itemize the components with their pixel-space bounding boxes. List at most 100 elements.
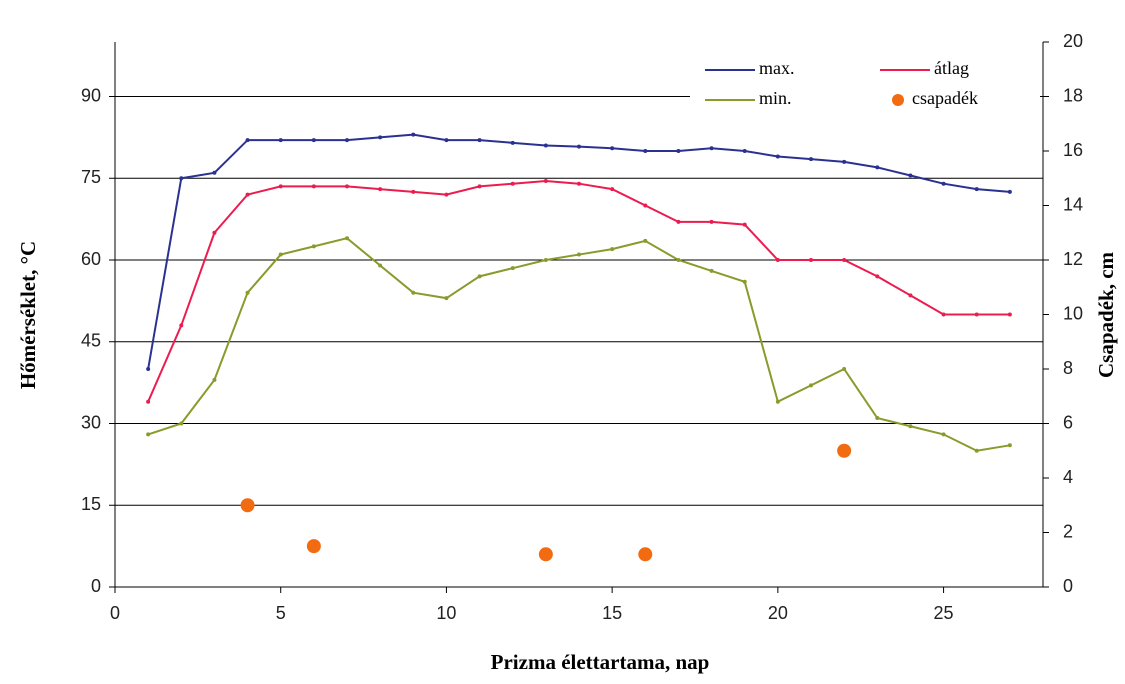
legend-label: csapadék bbox=[912, 88, 978, 108]
point bbox=[842, 258, 847, 262]
point bbox=[643, 238, 648, 243]
point bbox=[212, 230, 217, 235]
point bbox=[146, 432, 151, 437]
point bbox=[941, 432, 946, 437]
point bbox=[245, 192, 250, 197]
point bbox=[345, 138, 349, 143]
y2-tick-label: 6 bbox=[1063, 412, 1073, 432]
point bbox=[543, 143, 548, 148]
point bbox=[709, 146, 714, 151]
point bbox=[643, 149, 648, 153]
x-tick-label: 15 bbox=[602, 603, 622, 623]
point bbox=[809, 157, 813, 162]
point bbox=[742, 222, 747, 227]
point bbox=[610, 247, 615, 252]
y2-tick-label: 14 bbox=[1063, 194, 1083, 214]
point bbox=[444, 192, 449, 197]
point bbox=[676, 149, 681, 153]
y2-axis-label: Csapadék, cm bbox=[1094, 251, 1118, 378]
point bbox=[577, 252, 581, 257]
y-tick-label: 75 bbox=[81, 167, 101, 187]
point bbox=[974, 448, 979, 453]
point bbox=[510, 266, 515, 271]
point bbox=[411, 189, 416, 194]
point bbox=[577, 144, 581, 149]
point bbox=[444, 138, 449, 143]
point bbox=[543, 178, 548, 183]
y-axis-label: Hőmérséklet, °C bbox=[16, 241, 40, 389]
y-tick-label: 30 bbox=[81, 412, 101, 432]
y2-tick-label: 2 bbox=[1063, 521, 1073, 541]
point bbox=[345, 236, 349, 241]
y-tick-label: 60 bbox=[81, 249, 101, 269]
point bbox=[775, 154, 780, 159]
point bbox=[378, 263, 383, 268]
point bbox=[311, 138, 316, 143]
point bbox=[179, 176, 184, 181]
point bbox=[538, 547, 553, 562]
point bbox=[610, 146, 615, 151]
point bbox=[809, 383, 813, 388]
y-tick-label: 45 bbox=[81, 331, 101, 351]
point bbox=[1007, 443, 1012, 448]
point bbox=[842, 367, 847, 371]
point bbox=[477, 184, 482, 189]
point bbox=[676, 219, 681, 224]
y2-tick-label: 10 bbox=[1063, 303, 1083, 323]
point bbox=[908, 424, 913, 429]
point bbox=[278, 252, 283, 257]
point bbox=[875, 416, 880, 421]
y2-tick-label: 12 bbox=[1063, 249, 1083, 269]
point bbox=[974, 312, 979, 317]
point bbox=[543, 258, 548, 262]
x-axis-label: Prizma élettartama, nap bbox=[491, 650, 710, 674]
point bbox=[278, 184, 283, 189]
point bbox=[676, 258, 681, 262]
point bbox=[245, 290, 250, 295]
point bbox=[510, 181, 515, 186]
point bbox=[742, 279, 747, 284]
point bbox=[146, 367, 151, 371]
legend-label: min. bbox=[759, 88, 792, 108]
y2-tick-label: 18 bbox=[1063, 85, 1083, 105]
point bbox=[477, 274, 482, 279]
series-line bbox=[147, 133, 1010, 370]
point bbox=[240, 498, 255, 513]
series-line bbox=[147, 237, 1011, 452]
point bbox=[245, 138, 250, 143]
x-tick-label: 5 bbox=[276, 603, 286, 623]
y2-tick-label: 16 bbox=[1063, 140, 1083, 160]
point bbox=[742, 149, 747, 153]
point bbox=[411, 132, 416, 137]
x-tick-label: 10 bbox=[436, 603, 456, 623]
point bbox=[345, 184, 349, 189]
point bbox=[510, 140, 515, 145]
point bbox=[809, 258, 813, 262]
point bbox=[378, 135, 383, 140]
point bbox=[212, 170, 217, 175]
y2-tick-label: 4 bbox=[1063, 467, 1073, 487]
point bbox=[278, 138, 283, 143]
y-tick-label: 90 bbox=[81, 85, 101, 105]
point bbox=[709, 219, 714, 224]
point bbox=[709, 268, 714, 273]
point bbox=[179, 421, 184, 426]
legend-marker bbox=[892, 94, 904, 106]
x-tick-label: 20 bbox=[768, 603, 788, 623]
point bbox=[837, 443, 852, 458]
point bbox=[306, 539, 321, 554]
point bbox=[610, 187, 615, 192]
point bbox=[477, 138, 482, 143]
point bbox=[212, 377, 217, 382]
point bbox=[577, 181, 581, 186]
point bbox=[311, 184, 316, 189]
point bbox=[179, 323, 184, 328]
point bbox=[1007, 189, 1012, 194]
point bbox=[875, 165, 880, 170]
point bbox=[775, 258, 780, 262]
legend-label: max. bbox=[759, 58, 795, 78]
y-tick-label: 15 bbox=[81, 494, 101, 514]
y-tick-label: 0 bbox=[91, 576, 101, 596]
point bbox=[411, 290, 416, 295]
point bbox=[146, 399, 151, 404]
